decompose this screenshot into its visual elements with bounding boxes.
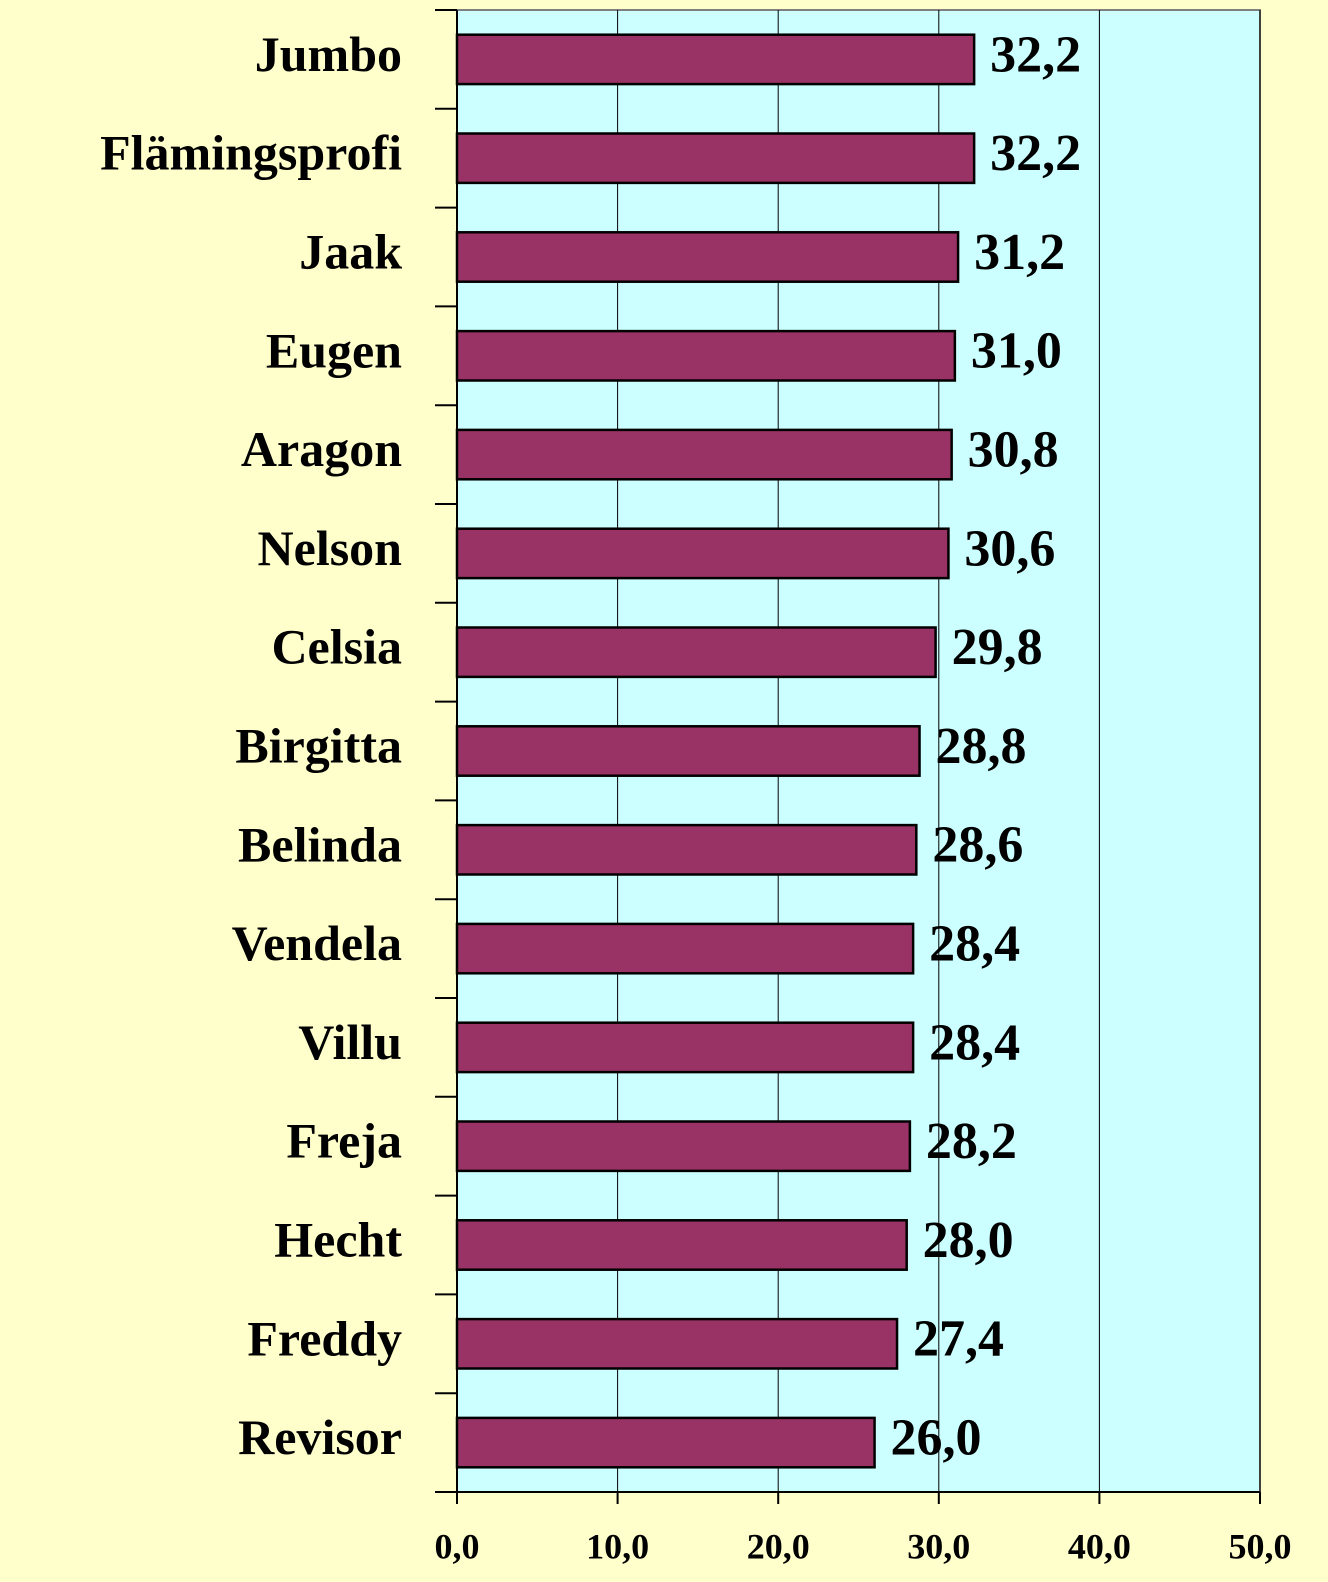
bar <box>455 823 918 876</box>
y-tick-label: Eugen <box>266 322 402 378</box>
value-label: 28,4 <box>929 916 1020 973</box>
bar <box>455 231 960 283</box>
y-tick-label: Birgitta <box>235 717 402 773</box>
bar <box>455 132 976 185</box>
value-label: 27,4 <box>913 1311 1004 1368</box>
y-tick-label: Revisor <box>238 1409 402 1465</box>
y-tick-label: Freddy <box>247 1310 402 1366</box>
y-tick-label: Vendela <box>232 915 402 971</box>
value-label: 30,8 <box>968 422 1059 479</box>
x-tick-label: 20,0 <box>747 1526 810 1566</box>
y-tick-label: Jumbo <box>255 26 402 82</box>
value-label: 32,2 <box>990 26 1081 83</box>
x-tick-label: 50,0 <box>1229 1526 1292 1566</box>
bar <box>455 1219 908 1271</box>
bar <box>455 527 950 580</box>
value-label: 26,0 <box>891 1410 982 1467</box>
bar <box>455 1416 876 1469</box>
value-label: 28,0 <box>923 1212 1014 1269</box>
bar <box>455 922 915 975</box>
bar <box>455 428 953 481</box>
y-tick-label: Jaak <box>299 223 402 279</box>
value-label: 31,0 <box>971 323 1062 380</box>
x-tick-label: 30,0 <box>907 1526 970 1566</box>
y-tick-label: Celsia <box>271 619 402 675</box>
y-tick-label: Nelson <box>258 520 403 576</box>
x-tick-label: 10,0 <box>586 1526 649 1566</box>
bar <box>455 1021 915 1074</box>
value-label: 29,8 <box>952 619 1043 676</box>
bar <box>455 1120 912 1173</box>
y-tick-label: Aragon <box>241 421 402 477</box>
y-tick-label: Belinda <box>238 816 402 872</box>
value-label: 28,6 <box>932 817 1023 874</box>
bar <box>455 725 921 777</box>
x-tick-label: 0,0 <box>435 1526 480 1566</box>
bar <box>455 626 937 679</box>
bar <box>455 329 957 382</box>
y-tick-label: Hecht <box>274 1211 402 1267</box>
value-label: 30,6 <box>964 520 1055 577</box>
value-label: 28,2 <box>926 1113 1017 1170</box>
value-label: 28,4 <box>929 1014 1020 1071</box>
bar <box>455 33 976 86</box>
y-tick-label: Freja <box>286 1113 402 1169</box>
value-label: 31,2 <box>974 224 1065 281</box>
value-label: 32,2 <box>990 125 1081 182</box>
y-tick-label: Villu <box>298 1014 402 1070</box>
value-label: 28,8 <box>936 718 1027 775</box>
y-tick-label: Flämingsprofi <box>100 125 402 181</box>
bar <box>455 1317 899 1370</box>
x-tick-label: 40,0 <box>1068 1526 1131 1566</box>
